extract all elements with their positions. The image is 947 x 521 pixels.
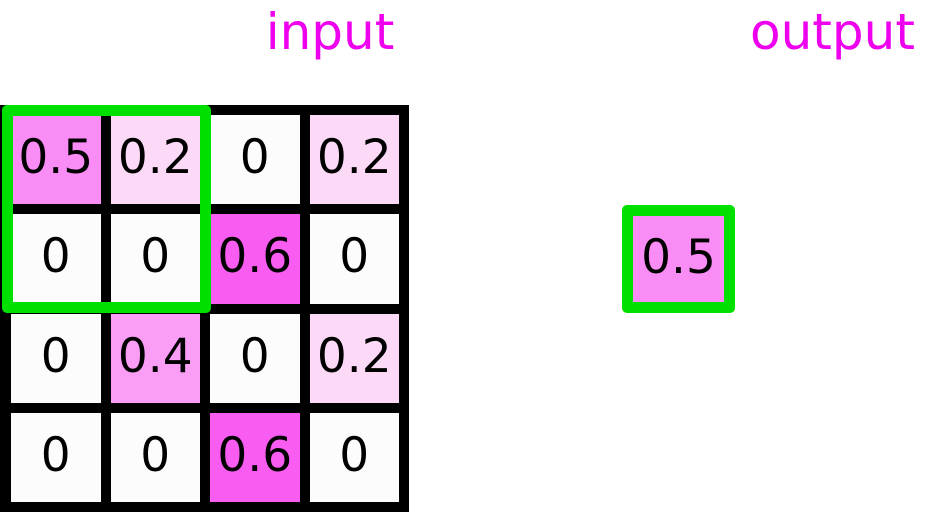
input-cell-r0c3[interactable]: 0.2 — [309, 115, 399, 205]
input-cell-r0c0[interactable]: 0.5 — [11, 115, 101, 205]
input-cell-r0c2[interactable]: 0 — [210, 115, 300, 205]
input-cell-value: 0.2 — [117, 130, 193, 186]
input-cell-r2c2[interactable]: 0 — [210, 313, 300, 403]
output-cell-r0c0[interactable]: 0.5 — [622, 205, 735, 313]
input-cell-r1c0[interactable]: 0 — [11, 214, 101, 304]
input-cell-value: 0.6 — [217, 427, 293, 483]
input-cell-value: 0.6 — [217, 229, 293, 285]
input-cell-value: 0 — [239, 130, 270, 186]
input-cell-r3c0[interactable]: 0 — [11, 412, 101, 502]
input-cell-value: 0 — [40, 427, 71, 483]
input-cell-r1c3[interactable]: 0 — [309, 214, 399, 304]
input-cell-r3c3[interactable]: 0 — [309, 412, 399, 502]
output-panel-label: output — [750, 3, 915, 61]
input-cell-r0c1[interactable]: 0.2 — [110, 115, 200, 205]
input-cell-value: 0 — [339, 427, 370, 483]
input-cell-r2c1[interactable]: 0.4 — [110, 313, 200, 403]
input-cell-r2c0[interactable]: 0 — [11, 313, 101, 403]
input-cell-r3c1[interactable]: 0 — [110, 412, 200, 502]
input-cell-value: 0.2 — [316, 328, 392, 384]
input-cell-value: 0.4 — [117, 328, 193, 384]
input-cell-value: 0 — [40, 229, 71, 285]
input-cell-value: 0 — [239, 328, 270, 384]
input-cell-r2c3[interactable]: 0.2 — [309, 313, 399, 403]
input-panel-label: input — [265, 3, 395, 61]
input-cell-value: 0 — [140, 427, 171, 483]
input-cell-r1c1[interactable]: 0 — [110, 214, 200, 304]
input-cell-value: 0.5 — [18, 130, 94, 186]
output-cell-value: 0.5 — [641, 229, 716, 285]
input-cell-r1c2[interactable]: 0.6 — [210, 214, 300, 304]
input-cell-value: 0 — [140, 229, 171, 285]
input-cell-value: 0.2 — [316, 130, 392, 186]
output-matrix: 0.5 — [622, 205, 735, 313]
input-cell-value: 0 — [339, 229, 370, 285]
input-cell-r3c2[interactable]: 0.6 — [210, 412, 300, 502]
input-matrix: 0.5 0.2 0 0.2 0 0 0.6 0 0 0.4 0 0.2 0 0 … — [0, 105, 409, 512]
input-cell-value: 0 — [40, 328, 71, 384]
